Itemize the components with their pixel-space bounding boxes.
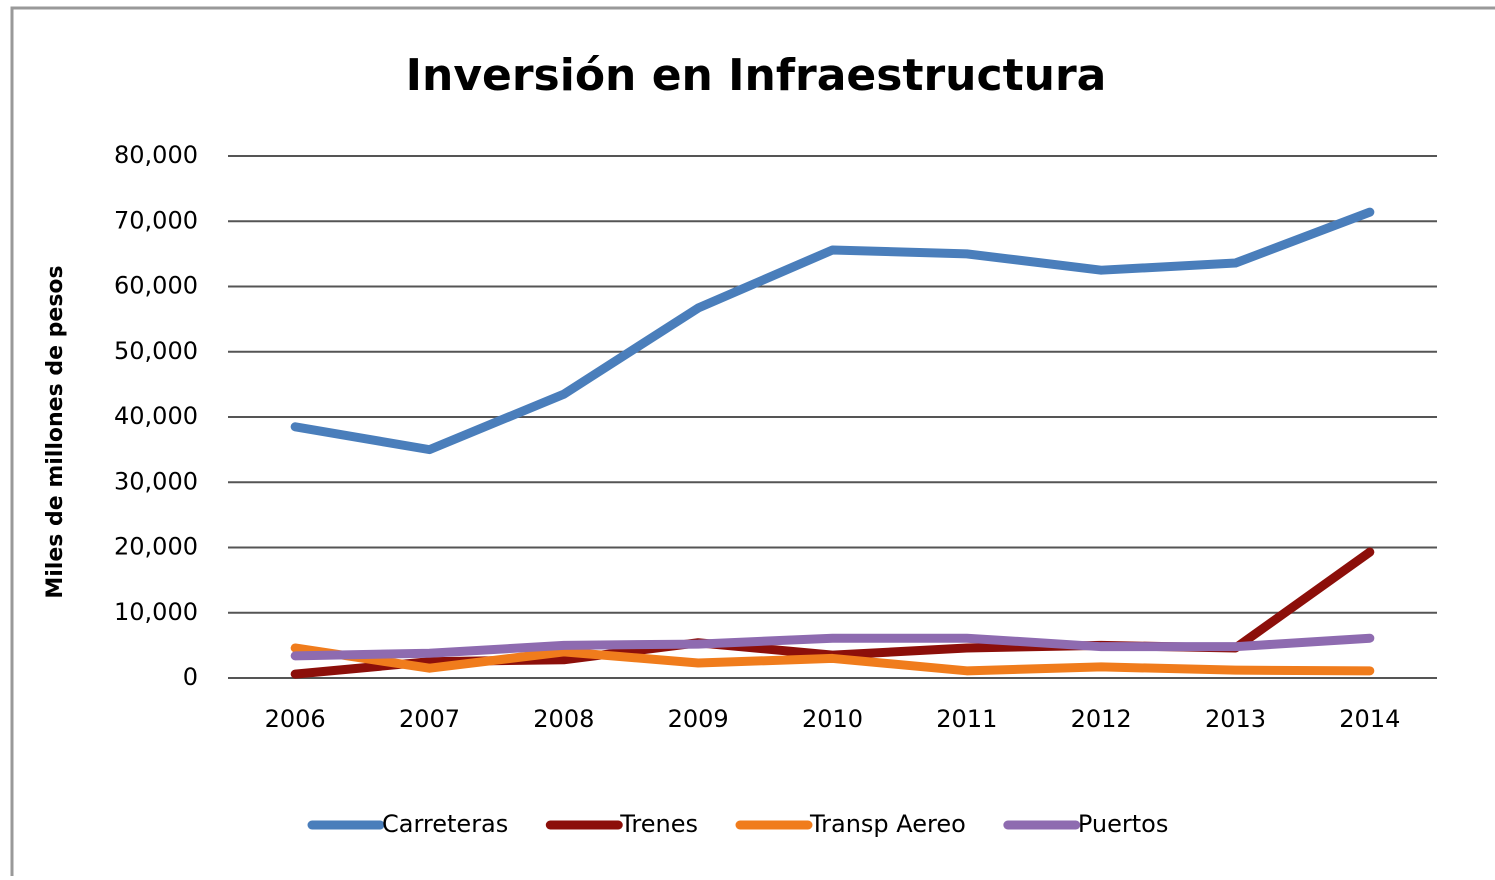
x-tick-label: 2013 <box>1205 705 1266 733</box>
x-tick-label: 2010 <box>802 705 863 733</box>
legend-label: Carreteras <box>382 810 508 838</box>
x-tick-label: 2006 <box>265 705 326 733</box>
y-tick-label: 20,000 <box>114 533 198 561</box>
x-tick-label: 2007 <box>399 705 460 733</box>
y-axis-label: Miles de millones de pesos <box>43 265 68 598</box>
y-tick-label: 10,000 <box>114 598 198 626</box>
y-tick-label: 50,000 <box>114 337 198 365</box>
y-tick-label: 60,000 <box>114 272 198 300</box>
x-tick-label: 2014 <box>1339 705 1400 733</box>
chart-frame <box>10 6 1495 880</box>
legend-label: Puertos <box>1078 810 1169 838</box>
y-tick-label: 70,000 <box>114 206 198 234</box>
y-tick-label: 40,000 <box>114 402 198 430</box>
x-tick-label: 2008 <box>533 705 594 733</box>
series-line <box>290 643 1375 676</box>
y-tick-label: 30,000 <box>114 467 198 495</box>
legend-label: Trenes <box>619 810 698 838</box>
y-tick-label: 0 <box>183 663 198 691</box>
legend-label: Transp Aereo <box>809 810 966 838</box>
chart-title: Inversión en Infraestructura <box>406 50 1107 101</box>
series-line <box>290 633 1375 661</box>
series-line <box>290 207 1375 455</box>
x-tick-label: 2011 <box>936 705 997 733</box>
y-tick-label: 80,000 <box>114 141 198 169</box>
x-tick-label: 2009 <box>668 705 729 733</box>
x-tick-label: 2012 <box>1071 705 1132 733</box>
